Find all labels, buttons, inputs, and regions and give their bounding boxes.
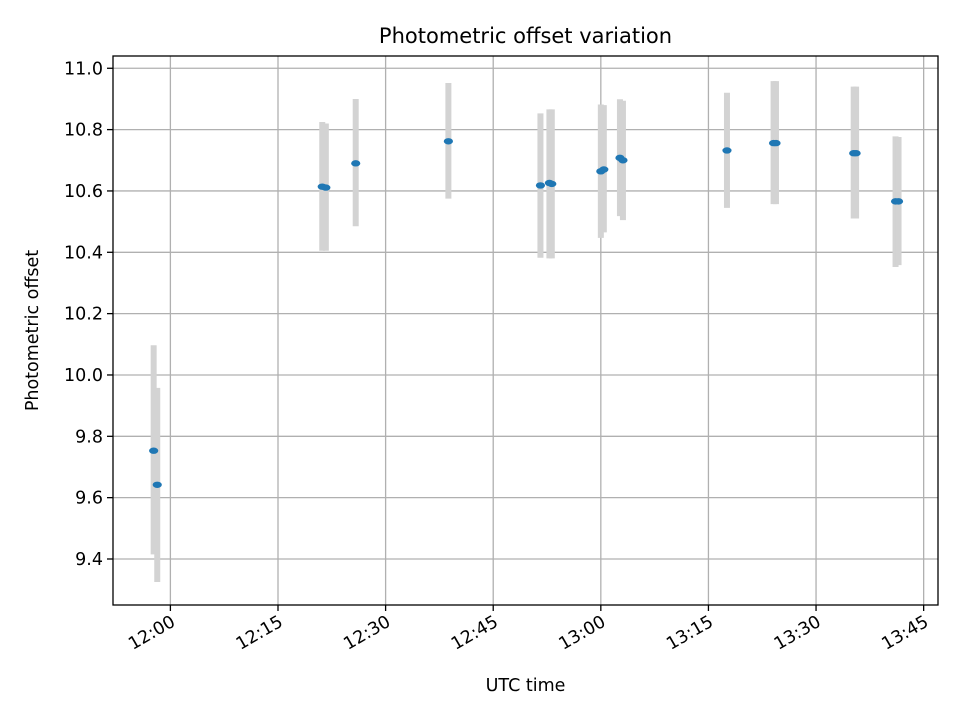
- y-tick-label: 10.8: [64, 121, 103, 141]
- data-points: [149, 138, 904, 488]
- y-tick-label: 10.6: [64, 182, 103, 202]
- x-tick-label: 13:00: [556, 612, 610, 655]
- y-tick-label: 10.0: [64, 366, 103, 386]
- y-tick-label: 9.8: [75, 427, 103, 447]
- y-axis-ticks: 9.4 9.6 9.8 10.0 10.2 10.4 10.6 10.8 11.0: [64, 59, 113, 570]
- data-point: [771, 139, 781, 147]
- x-tick-label: 13:30: [771, 612, 825, 655]
- error-bars: [150, 81, 902, 582]
- y-axis-label: Photometric offset: [23, 250, 43, 411]
- y-tick-label: 10.2: [64, 305, 103, 325]
- x-axis-label: UTC time: [486, 676, 566, 696]
- data-point: [152, 481, 162, 488]
- data-point: [722, 147, 732, 154]
- x-tick-label: 13:45: [878, 612, 932, 655]
- x-tick-label: 13:15: [663, 612, 717, 655]
- data-point: [547, 180, 557, 188]
- data-point: [599, 166, 609, 173]
- chart-title: Photometric offset variation: [379, 24, 672, 48]
- grid: [113, 56, 938, 605]
- y-tick-label: 9.4: [75, 550, 103, 570]
- x-tick-label: 12:45: [448, 612, 502, 655]
- data-point: [893, 198, 904, 205]
- y-tick-label: 11.0: [64, 59, 103, 79]
- data-point: [443, 138, 453, 145]
- y-tick-label: 10.4: [64, 243, 103, 263]
- x-axis-ticks: 12:00 12:15 12:30 12:45 13:00 13:15 13:30 13:45: [125, 605, 932, 655]
- y-tick-label: 9.6: [75, 489, 103, 509]
- data-point: [149, 447, 159, 454]
- plot-frame: [112, 55, 939, 606]
- data-point: [535, 182, 546, 189]
- x-tick-label: 12:00: [125, 612, 179, 655]
- x-tick-label: 12:30: [340, 612, 394, 655]
- data-point: [321, 184, 331, 191]
- data-point: [351, 160, 361, 167]
- data-point: [851, 150, 861, 157]
- x-tick-label: 12:15: [233, 612, 287, 655]
- data-point: [618, 157, 628, 164]
